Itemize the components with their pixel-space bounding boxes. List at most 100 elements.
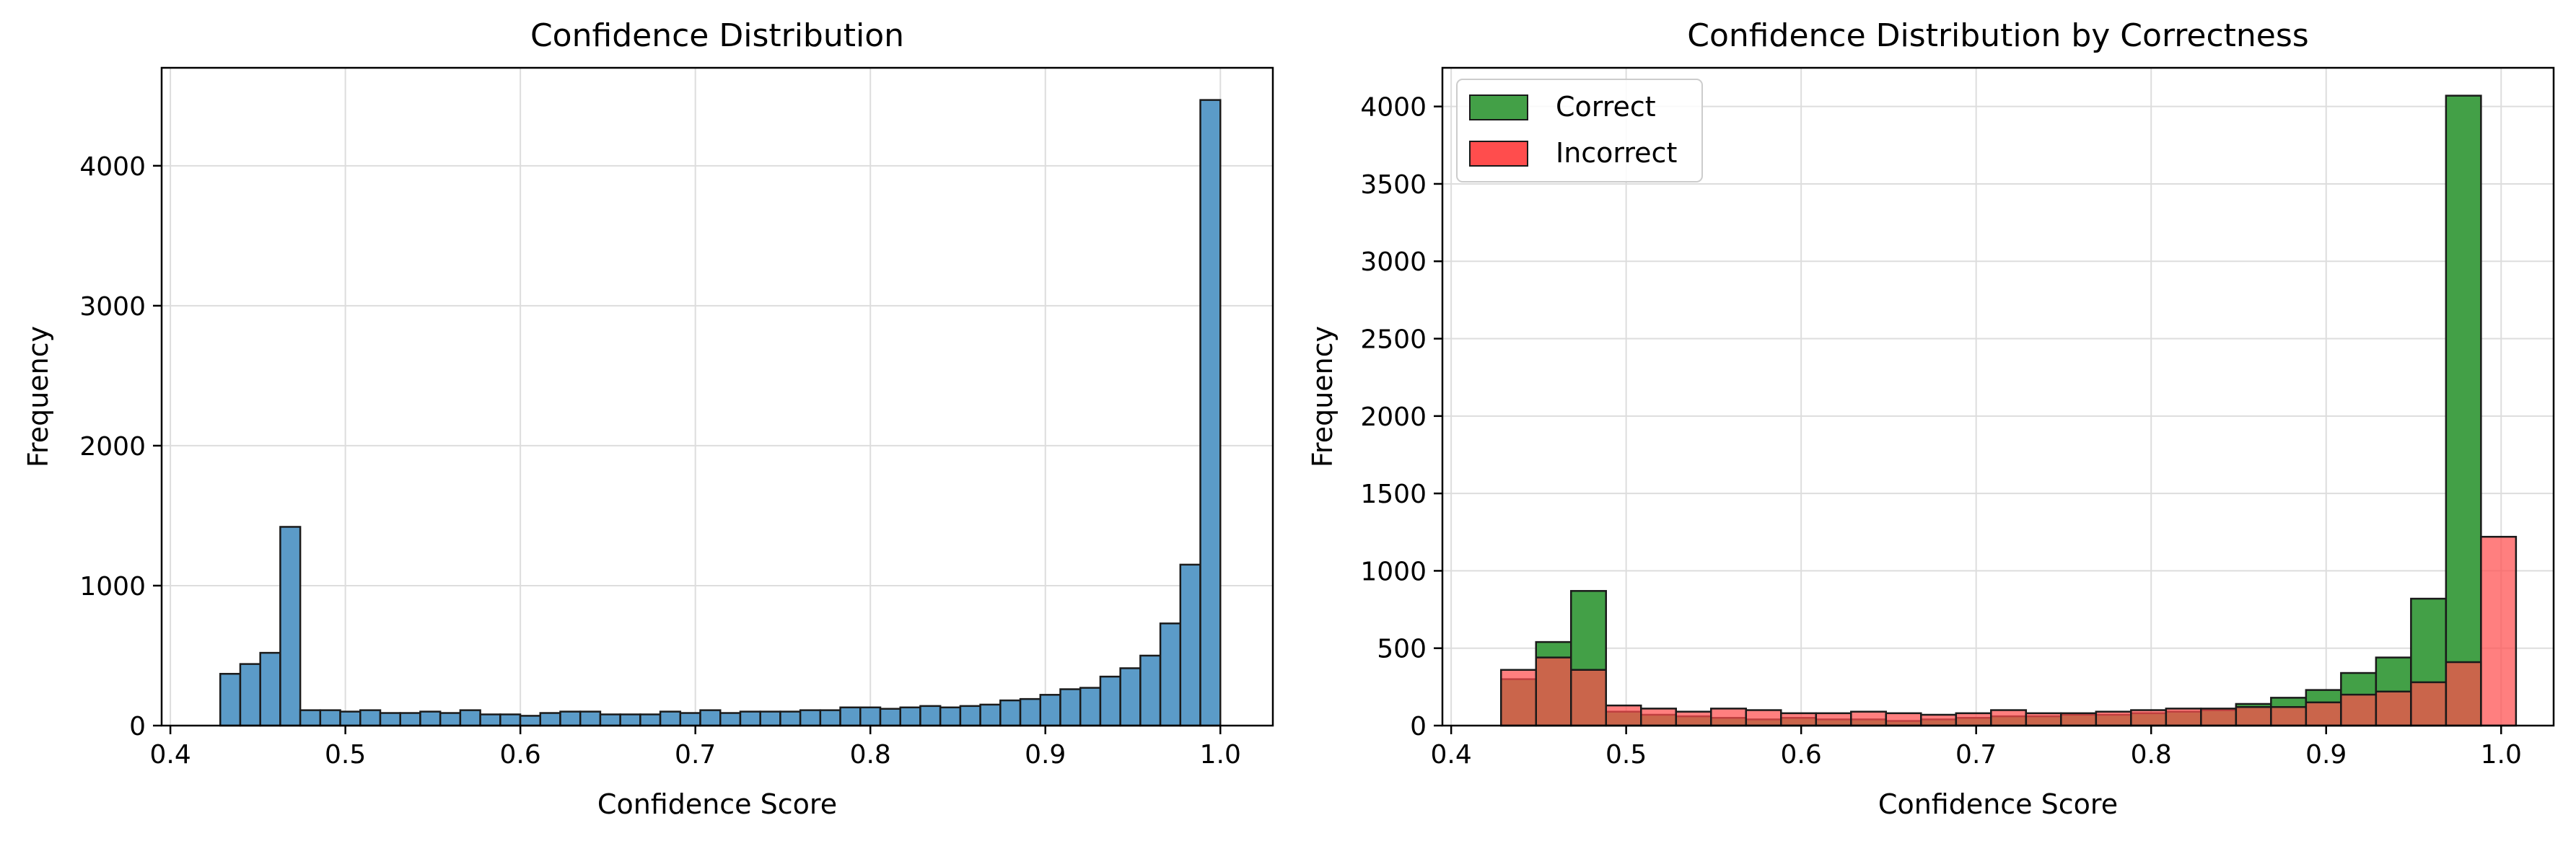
histogram-bar <box>379 712 401 727</box>
legend-label-correct: Correct <box>1556 91 1656 123</box>
histogram-bar <box>1675 710 1712 727</box>
p1-bars-correct <box>1499 94 2482 727</box>
histogram-bar <box>439 712 462 727</box>
histogram-bar <box>459 709 481 727</box>
histogram-bar <box>1570 669 1608 727</box>
y-tick-label: 0 <box>1410 712 1427 741</box>
histogram-bar <box>219 672 242 727</box>
p1-yticks: 0 500 1000 1500 2000 2500 3000 3500 4000 <box>1360 93 1442 741</box>
histogram-bar <box>699 709 722 727</box>
p0-ylabel: Frequency <box>22 326 54 467</box>
histogram-bar <box>2375 690 2412 727</box>
p1-axes-frame <box>1441 66 2555 727</box>
x-tick-label: 1.0 <box>2481 740 2522 770</box>
histogram-bar <box>679 712 701 727</box>
histogram-bar <box>879 708 901 727</box>
histogram-bar <box>339 710 362 727</box>
p0-yticks: 0 1000 2000 3000 4000 <box>79 152 162 741</box>
histogram-bar <box>1059 688 1082 727</box>
histogram-bar <box>1179 563 1201 727</box>
histogram-bar <box>639 713 662 727</box>
p0-xticks: 0.4 0.5 0.6 0.7 0.8 0.9 1.0 <box>149 726 1241 770</box>
histogram-bar <box>2305 701 2342 727</box>
histogram-bar <box>1990 709 2028 727</box>
histogram-bar <box>1920 713 1958 727</box>
y-tick-label: 4000 <box>79 152 146 182</box>
histogram-bar <box>919 705 942 727</box>
y-tick-label: 4000 <box>1360 93 1427 123</box>
histogram-bar <box>1850 710 1888 727</box>
histogram-bar <box>1535 656 1572 727</box>
y-tick-label: 3000 <box>1360 247 1427 277</box>
p1-ylabel: Frequency <box>1307 326 1339 467</box>
histogram-bar <box>1710 708 1748 727</box>
histogram-bar <box>999 699 1022 727</box>
histogram-bar <box>519 715 542 727</box>
histogram-bar <box>1745 709 1782 727</box>
histogram-bar <box>719 712 742 727</box>
histogram-bar <box>599 713 621 727</box>
histogram-bar <box>1019 697 1042 727</box>
histogram-bar <box>499 713 522 727</box>
x-tick-label: 0.9 <box>2305 740 2347 770</box>
histogram-bar <box>1139 654 1162 727</box>
histogram-bar <box>1079 687 1102 727</box>
histogram-bar <box>859 706 882 727</box>
legend-label-incorrect: Incorrect <box>1556 137 1677 169</box>
legend-swatch-incorrect <box>1469 141 1528 167</box>
x-tick-label: 0.8 <box>2131 740 2172 770</box>
histogram-bar <box>1499 669 1537 727</box>
histogram-bar <box>759 710 781 727</box>
y-tick-label: 0 <box>129 712 146 741</box>
histogram-bar <box>2165 708 2202 727</box>
histogram-bar <box>399 712 421 727</box>
histogram-bar <box>239 663 261 727</box>
histogram-bar <box>899 706 921 727</box>
histogram-bar <box>979 703 1002 727</box>
x-tick-label: 0.5 <box>325 740 366 770</box>
y-tick-label: 3500 <box>1360 170 1427 200</box>
p0-title: Confidence Distribution <box>530 17 904 54</box>
histogram-bar <box>259 651 281 727</box>
histogram-bar <box>1885 712 1922 727</box>
histogram-bar <box>539 712 561 727</box>
histogram-bar <box>1159 622 1182 727</box>
histogram-bar <box>2200 708 2238 727</box>
x-tick-label: 0.6 <box>500 740 541 770</box>
p0-bars <box>219 99 1222 727</box>
p0-axes-frame <box>160 66 1274 727</box>
p0-xlabel: Confidence Score <box>597 788 837 820</box>
histogram-bar <box>2445 661 2482 727</box>
y-tick-label: 1000 <box>1360 557 1427 586</box>
p1-title: Confidence Distribution by Correctness <box>1687 17 2308 54</box>
x-tick-label: 0.4 <box>149 740 190 770</box>
histogram-bar <box>2270 705 2308 727</box>
histogram-bar <box>2025 712 2062 727</box>
histogram-bar <box>2095 710 2132 727</box>
x-tick-label: 0.6 <box>1781 740 1822 770</box>
y-tick-label: 2500 <box>1360 325 1427 355</box>
histogram-bar <box>359 709 382 727</box>
histogram-bar <box>2060 712 2098 727</box>
y-tick-label: 2000 <box>79 432 146 462</box>
histogram-bar <box>299 709 322 727</box>
histogram-bar <box>279 526 302 727</box>
histogram-bar <box>1640 708 1678 727</box>
histogram-bar <box>2235 705 2272 727</box>
histogram-bar <box>2445 94 2482 727</box>
x-tick-label: 0.9 <box>1025 740 1066 770</box>
histogram-bar <box>799 709 822 727</box>
histogram-bar <box>659 710 682 727</box>
x-tick-label: 0.5 <box>1605 740 1647 770</box>
histogram-bar <box>939 706 962 727</box>
histogram-bar <box>839 706 862 727</box>
y-tick-label: 2000 <box>1360 402 1427 432</box>
histogram-bar <box>619 713 641 727</box>
p0-grid <box>162 68 1273 726</box>
histogram-bar <box>2480 535 2518 727</box>
x-tick-label: 0.8 <box>850 740 891 770</box>
histogram-bar <box>739 710 761 727</box>
y-tick-label: 1000 <box>79 572 146 602</box>
x-tick-label: 0.7 <box>675 740 716 770</box>
